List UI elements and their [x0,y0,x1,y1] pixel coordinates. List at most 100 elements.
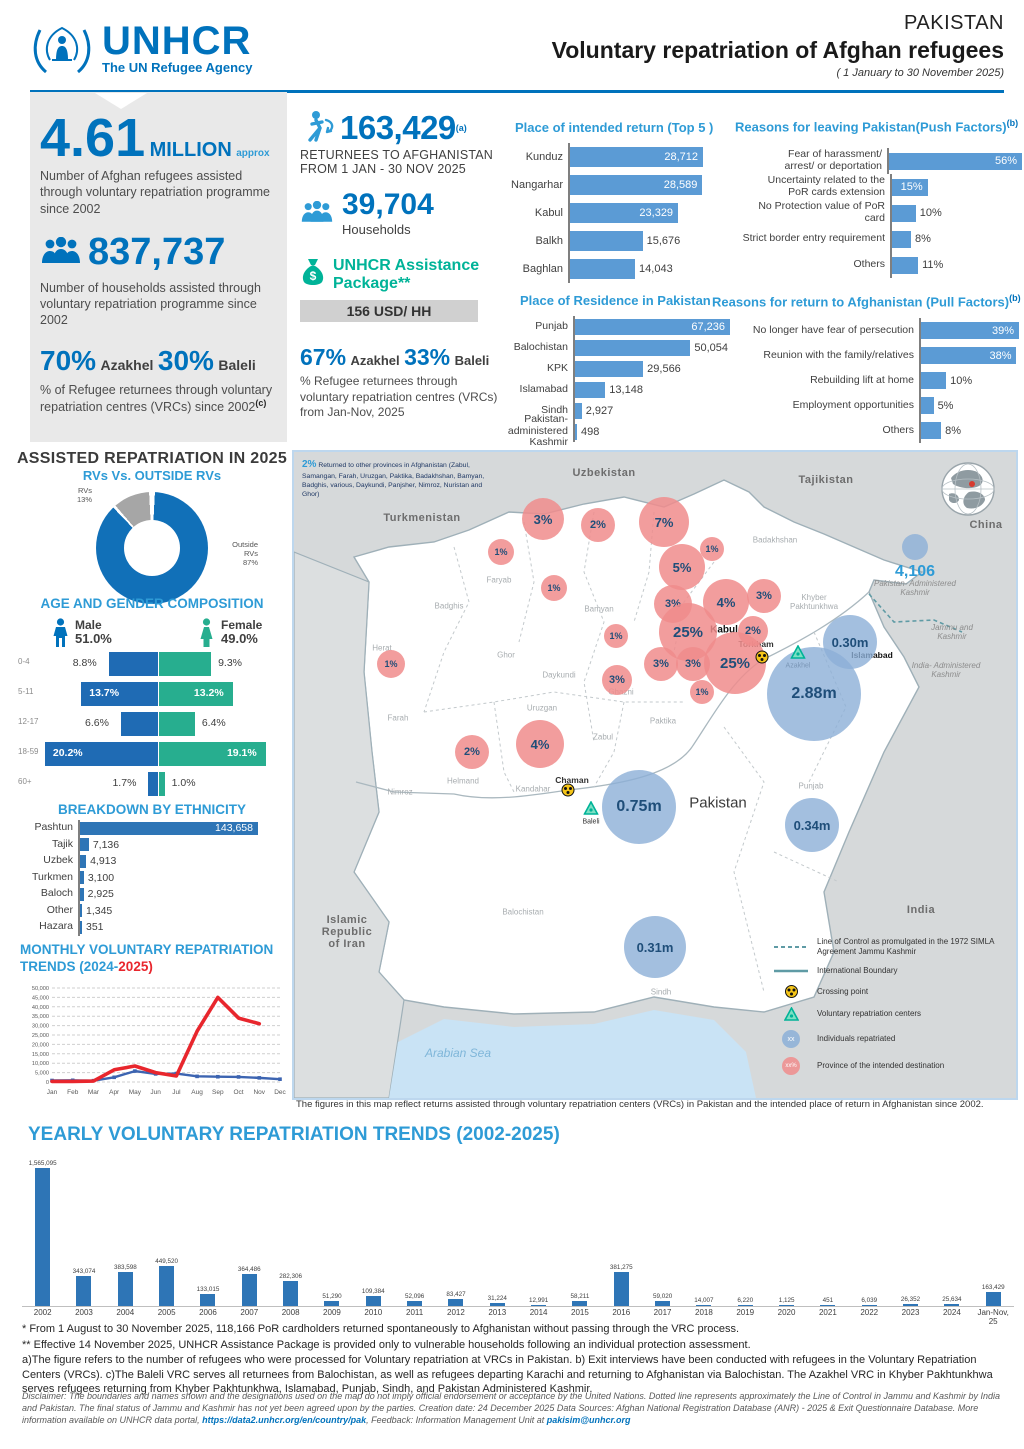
svg-text:5,000: 5,000 [35,1071,49,1077]
year-bar-slot: 343,074 2003 [63,1268,104,1317]
vrc-triangle-icon [790,645,806,659]
bar: 39% [921,322,1019,339]
year-bar [613,1272,629,1306]
bar-row: Hazara 351 [18,919,286,936]
year-value-label: 31,224 [487,1295,507,1303]
vrc-triangle-icon [774,1007,808,1021]
feedback-email-link[interactable]: pakisim@unhcr.org [546,1415,631,1426]
data-portal-link[interactable]: https://data2.unhcr.org/en/country/pak [202,1415,367,1426]
ethnicity-title: BREAKDOWN BY ETHNICITY [57,802,246,817]
year-label: 2012 [447,1308,465,1317]
bar-value-label: 2,925 [87,888,114,901]
year-bar-slot: 1,125 2020 [766,1297,807,1317]
year-label: 2019 [736,1308,755,1317]
destination-province-circle: 3% [747,579,781,613]
bar [80,887,84,901]
female-summary: Female 49.0% [198,618,262,648]
year-bar-slot: 133,015 2006 [187,1286,228,1317]
year-bar-slot: 25,634 2024 [931,1296,972,1317]
destination-province-circle: 1% [488,539,514,565]
individuals-repatriated-circle: 2.88m [767,647,861,741]
individuals-repatriated-circle: 0.34m [785,798,839,852]
svg-text:Aug: Aug [191,1089,203,1096]
legend-label: Province of the intended destination [817,1061,945,1070]
pyramid-row: 12-17 6.6% 6.4% [18,712,286,736]
individuals-circle-icon: xx [774,1030,808,1048]
svg-text:Jul: Jul [172,1089,181,1096]
returnees-desc-2: FROM 1 JAN - 30 NOV 2025 [300,162,466,176]
svg-text:Mar: Mar [88,1089,100,1096]
bar-category-label: Sindh [541,403,568,416]
pyramid-row: 60+ 1.7% 1.0% [18,772,286,796]
male-icon [52,618,69,648]
year-value-label: 364,486 [237,1265,261,1273]
year-bar [241,1273,257,1306]
donut-label-outside: Outside RVs 87% [232,540,258,567]
bar-category-label: Pakistan- administered Kashmir [507,413,568,449]
bar-category-label: Islamabad [519,382,568,395]
bar-category-label: Strict border entry requirement [742,232,885,245]
yearly-trends-title: YEARLY VOLUNTARY REPATRIATION TRENDS (20… [28,1124,560,1145]
male-summary: Male 51.0% [52,618,112,648]
bar-row: Tajik 7,136 [18,836,286,853]
year-label: 2002 [33,1308,52,1317]
year-bar [861,1305,877,1306]
push-factors-chart: Fear of harassment/ arrest/ or deportati… [737,148,1022,278]
year-bar [117,1272,133,1306]
bar-category-label: Pashtun [34,821,73,834]
year-label: 2021 [818,1308,837,1317]
bar-value-label: 143,658 [215,822,253,835]
male-bar [148,772,158,796]
svg-text:35,000: 35,000 [32,1014,49,1020]
households-2025-label: Households [342,222,411,237]
svg-text:Jan: Jan [47,1089,58,1096]
logo-wordmark: UNHCR [102,18,252,63]
year-bar [283,1281,299,1306]
pyramid-row: 18-59 20.2% 19.1% [18,742,286,766]
bar [575,423,577,440]
year-value-label: 381,275 [609,1264,633,1272]
bar: 15% [892,178,928,196]
bar-row: Rebuilding lift at home 10% [718,368,1023,393]
assistance-package: $ UNHCR Assistance Package** [300,257,500,292]
households-total: 837,737 [40,231,280,274]
bar-value-label: 10% [919,207,942,219]
bar-row: Strict border entry requirement 8% [737,226,1022,252]
bar-value-label: 14,043 [639,263,673,275]
year-bar-slot: 109,384 2010 [353,1288,394,1316]
year-value-label: 58,211 [570,1292,590,1300]
bar-value-label: 5% [937,399,954,412]
svg-text:Dec: Dec [274,1089,286,1096]
bar-row: Nangarhar 28,589 [505,171,730,199]
svg-text:30,000: 30,000 [32,1024,49,1030]
footnote-2: ** Effective 14 November 2025, UNHCR Ass… [22,1338,751,1351]
bar-value-label: 11% [922,259,944,271]
year-value-label: 59,020 [652,1292,673,1300]
legend-item: xx Individuals repatriated [774,1030,1012,1048]
year-value-label: 83,427 [446,1290,466,1298]
bar-value-label: 8% [915,233,931,245]
bar [892,204,916,222]
globe-locator-icon [939,460,997,518]
bar-category-label: Nangarhar [511,178,563,191]
year-label: 2010 [364,1308,383,1317]
year-value-label: 1,565,095 [28,1160,57,1167]
bar-value-label: 67,236 [691,320,725,333]
bar: 143,658 [80,821,258,835]
donut-label-rvs: RVs 13% [76,486,92,504]
year-bar [820,1305,836,1306]
bar-value-label: 2,927 [585,404,614,417]
bar-value-label: 3,100 [87,871,115,884]
male-bar [121,712,158,736]
bar-category-label: Other [46,903,73,916]
year-value-label: 6,220 [737,1297,754,1304]
svg-text:$: $ [310,269,317,283]
year-label: 2018 [695,1308,713,1317]
bar-category-label: Reunion with the family/relatives [763,348,914,361]
year-bar [407,1301,423,1306]
crossing-point-icon [561,783,575,797]
year-value-label: 1,125 [778,1297,795,1304]
vrc-share-2002: 70% Azakhel 30% Baleli [40,344,256,376]
year-bar [324,1301,340,1306]
individuals-repatriated-circle: 0.31m [624,916,686,978]
